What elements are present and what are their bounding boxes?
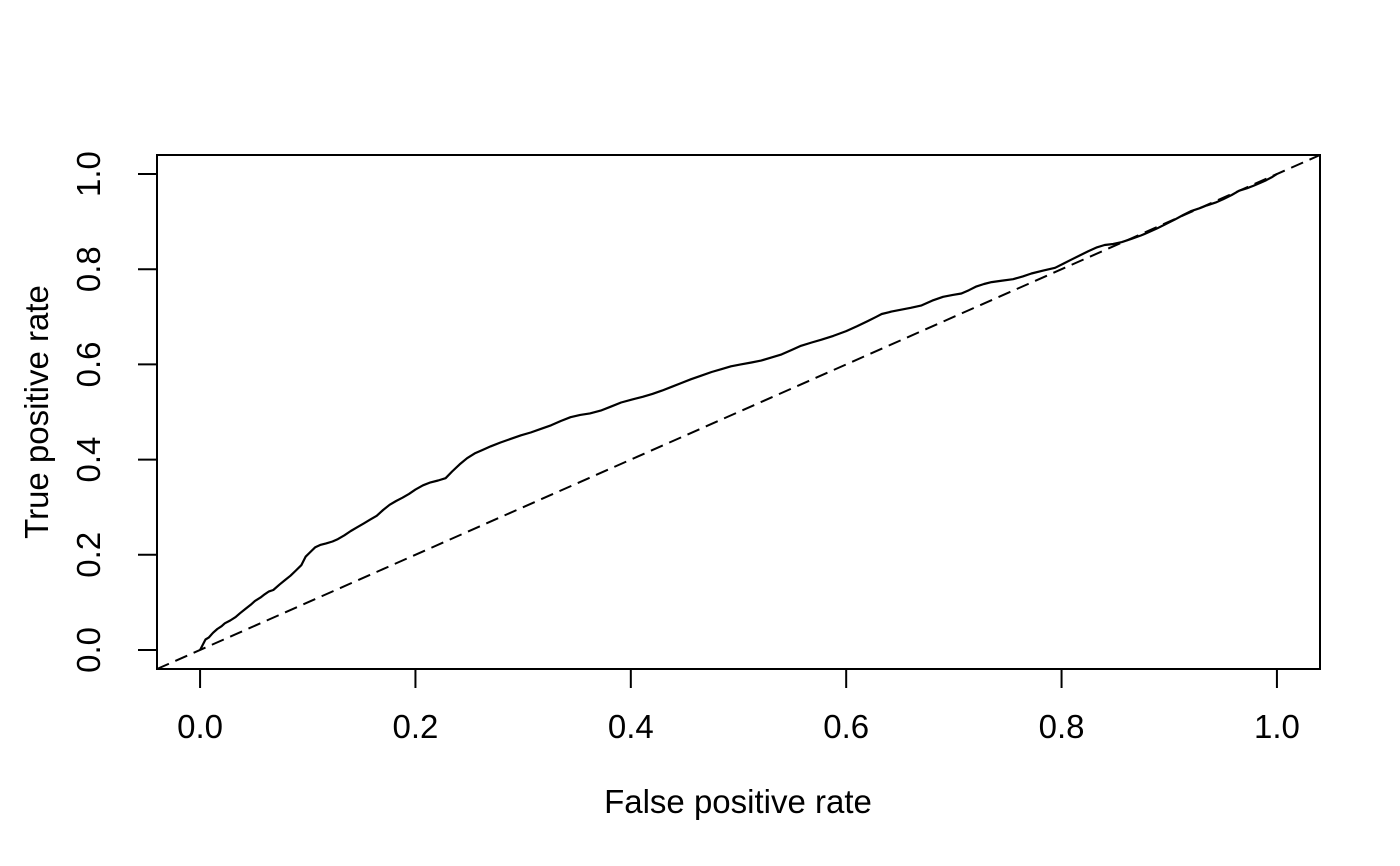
chance-diagonal-line <box>156 154 1321 670</box>
y-axis-title: True positive rate <box>18 285 55 539</box>
x-tick-label: 0.4 <box>608 708 654 745</box>
x-tick-label: 0.0 <box>177 708 223 745</box>
y-tick-label: 0.2 <box>70 532 107 578</box>
x-tick-label: 1.0 <box>1254 708 1300 745</box>
x-tick-label: 0.2 <box>393 708 439 745</box>
x-tick-label: 0.6 <box>823 708 869 745</box>
x-tick-label: 0.8 <box>1039 708 1085 745</box>
x-axis-ticks: 0.0 0.2 0.4 0.6 0.8 1.0 <box>177 669 1300 745</box>
y-tick-label: 0.6 <box>70 341 107 387</box>
y-tick-label: 0.4 <box>70 437 107 483</box>
plot-box <box>156 154 1321 670</box>
y-tick-label: 0.8 <box>70 246 107 292</box>
y-tick-label: 1.0 <box>70 151 107 197</box>
y-tick-label: 0.0 <box>70 627 107 673</box>
series-lines <box>156 154 1321 670</box>
x-axis-title: False positive rate <box>604 783 872 820</box>
roc-curve-line <box>199 173 1278 651</box>
y-axis-ticks: 0.0 0.2 0.4 0.6 0.8 1.0 <box>70 151 157 673</box>
